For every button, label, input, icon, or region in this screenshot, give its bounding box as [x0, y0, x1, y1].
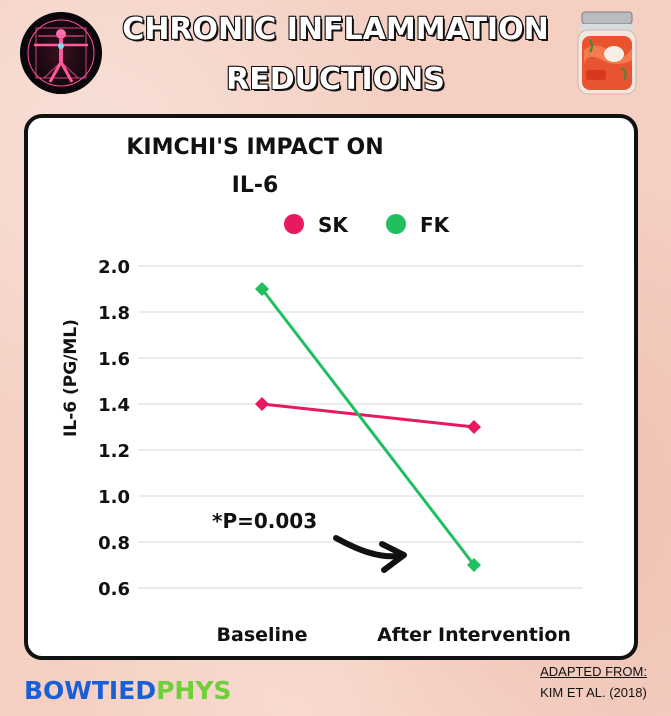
series-line-sk	[261, 402, 475, 429]
y-tick-label: 1.8	[98, 303, 130, 324]
x-tick-label: Baseline	[217, 624, 308, 646]
chart-canvas: KIMCHI'S IMPACT ON IL-6 SK FK 2.0 1.8 1.6 1.…	[61, 135, 583, 646]
data-point-fk	[255, 282, 269, 296]
y-tick-label: 0.8	[98, 533, 130, 554]
data-point-sk	[255, 397, 269, 411]
data-point-sk	[467, 420, 481, 434]
annotation-arrowhead	[379, 541, 407, 573]
y-tick-label: 1.0	[98, 487, 130, 508]
legend-marker-fk	[386, 214, 406, 234]
chart-card: KIMCHI'S IMPACT ON IL-6 SK FK 2.0 1.8 1.6 1.…	[24, 114, 638, 660]
page-title-line-2: REDUCTIONS	[225, 61, 446, 98]
page-title-line-1: CHRONIC INFLAMMATION	[121, 11, 549, 48]
vitruvian-man-icon	[20, 12, 102, 94]
y-tick-label: 1.4	[98, 395, 130, 416]
series-line-fk	[260, 288, 476, 566]
y-tick-label: 0.6	[98, 579, 130, 600]
chart-legend: SK FK	[284, 213, 451, 237]
source-line-1: ADAPTED FROM:	[540, 664, 647, 679]
legend-label-fk: FK	[420, 213, 451, 237]
y-tick-label: 1.2	[98, 441, 130, 462]
annotation-arrow	[333, 535, 401, 560]
y-tick-label: 2.0	[98, 257, 130, 278]
y-axis-label: IL-6 (PG/ML)	[61, 319, 81, 437]
legend-label-sk: SK	[318, 213, 349, 237]
brand-logo-part-2: PHYS	[156, 676, 232, 705]
source-citation: ADAPTED FROM: KIM ET AL. (2018)	[540, 664, 647, 700]
y-tick-label: 1.6	[98, 349, 130, 370]
kimchi-jar-icon	[572, 10, 642, 96]
chart-title-line-1: KIMCHI'S IMPACT ON	[126, 135, 383, 160]
chart-gridlines	[138, 265, 583, 589]
data-point-fk	[467, 558, 481, 572]
y-axis-ticks: 2.0 1.8 1.6 1.4 1.2 1.0 0.8 0.6	[98, 257, 130, 600]
brand-logo-part-1: BOWTIED	[24, 676, 157, 705]
source-line-2: KIM ET AL. (2018)	[540, 685, 647, 700]
x-axis-ticks: Baseline After Intervention	[217, 624, 571, 646]
legend-marker-sk	[284, 214, 304, 234]
brand-logo: BOWTIEDPHYS	[24, 676, 231, 705]
chart-series	[255, 282, 481, 572]
p-value-annotation: *P=0.003	[212, 509, 317, 533]
x-tick-label: After Intervention	[377, 624, 571, 646]
chart-title-line-2: IL-6	[232, 173, 279, 198]
